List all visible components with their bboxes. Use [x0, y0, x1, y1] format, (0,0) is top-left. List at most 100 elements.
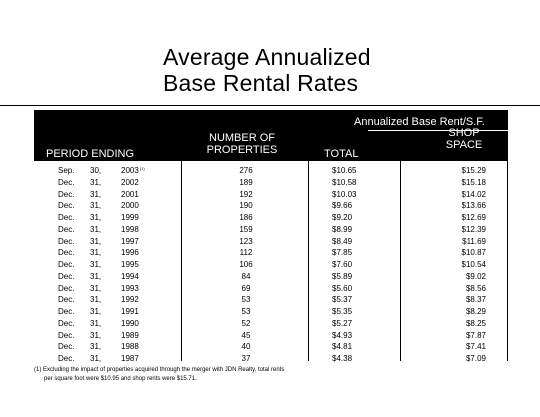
- period-month: Dec.: [58, 330, 74, 342]
- header-shop-line-1: SHOP: [448, 127, 480, 139]
- period-year-text: 2003: [121, 166, 139, 175]
- period-year-text: 2000: [121, 201, 139, 211]
- total-rent: $7.60: [332, 259, 372, 271]
- period-year: 2000: [121, 200, 139, 212]
- period-year: 1987: [121, 353, 139, 365]
- total-rent: $10.58: [332, 177, 372, 189]
- period-year-text: 1988: [121, 342, 139, 352]
- number-of-properties: 37: [231, 353, 261, 365]
- table-row: Dec. 31, 1988 40 $4.81 $7.41: [34, 341, 508, 353]
- shop-space-rent: $12.39: [448, 224, 486, 236]
- period-day-text: 31,: [90, 283, 102, 293]
- total-rent-text: $5.37: [332, 295, 353, 305]
- total-rent-text: $7.60: [332, 260, 353, 269]
- total-rent-text: $5.35: [332, 307, 353, 316]
- period-month-text: Dec.: [58, 248, 75, 258]
- number-of-properties-text: 69: [241, 283, 251, 293]
- period-day: 31,: [90, 236, 101, 248]
- period-month-text: Sep.: [58, 166, 75, 175]
- shop-space-rent-text: $7.41: [465, 342, 486, 352]
- shop-space-rent-text: $15.29: [461, 166, 486, 175]
- column-divider: [400, 161, 401, 361]
- period-year-text: 1993: [121, 283, 139, 293]
- period-year-text: 1997: [121, 236, 139, 246]
- shop-space-rent: $10.87: [448, 247, 486, 259]
- number-of-properties-text: 40: [241, 342, 251, 352]
- number-of-properties-text: 276: [239, 166, 253, 175]
- total-rent: $8.49: [332, 236, 372, 248]
- number-of-properties: 106: [231, 259, 261, 271]
- period-day-text: 31,: [90, 213, 102, 222]
- shop-space-rent: $7.09: [448, 353, 486, 365]
- period-month: Dec.: [58, 294, 74, 306]
- header-num-line-2: PROPERTIES: [206, 144, 278, 156]
- period-year: 1997: [121, 236, 139, 248]
- number-of-properties-text: 190: [239, 201, 253, 211]
- shop-space-rent: $8.56: [448, 283, 486, 295]
- period-day: 31,: [90, 294, 101, 306]
- shop-space-rent-text: $13.66: [461, 201, 486, 211]
- shop-space-rent-text: $8.25: [465, 318, 486, 328]
- period-day-text: 31,: [90, 330, 102, 340]
- total-rent: $10.65: [332, 165, 372, 177]
- table-row: Dec. 31, 1997 123 $8.49 $11.69: [34, 236, 508, 248]
- period-day-text: 31,: [90, 307, 102, 316]
- total-rent: $10.03: [332, 189, 372, 201]
- number-of-properties: 69: [231, 283, 261, 295]
- period-year: 1993: [121, 283, 139, 295]
- table-header: Annualized Base Rent/S.F. SHOP SPACE NUM…: [34, 110, 508, 161]
- footnote: (1) Excluding the impact of properties a…: [34, 366, 284, 384]
- total-rent: $5.35: [332, 306, 372, 318]
- period-year: 1989: [121, 330, 139, 342]
- period-month: Dec.: [58, 341, 74, 353]
- title-line-2: Base Rental Rates: [163, 70, 359, 96]
- period-day: 31,: [90, 306, 101, 318]
- period-year-text: 1999: [121, 213, 139, 222]
- period-year: 1995: [121, 259, 139, 271]
- period-day-text: 31,: [90, 260, 102, 269]
- total-rent-text: $5.89: [332, 271, 353, 281]
- number-of-properties: 52: [231, 318, 261, 330]
- period-year-text: 1992: [121, 295, 139, 305]
- total-rent-text: $10.03: [332, 189, 357, 199]
- number-of-properties: 40: [231, 341, 261, 353]
- total-rent: $5.89: [332, 271, 372, 283]
- period-year: 1990: [121, 318, 139, 330]
- total-rent-text: $8.99: [332, 224, 353, 234]
- period-day: 30,: [90, 165, 101, 177]
- period-month: Dec.: [58, 283, 74, 295]
- period-year: 2001: [121, 189, 139, 201]
- period-day-text: 31,: [90, 342, 102, 352]
- number-of-properties-text: 159: [239, 224, 253, 234]
- shop-space-rent: $7.87: [448, 330, 486, 342]
- shop-space-rent-text: $10.54: [461, 260, 486, 269]
- period-day: 31,: [90, 189, 101, 201]
- number-of-properties-text: 123: [239, 236, 253, 246]
- table-row: Dec. 31, 1993 69 $5.60 $8.56: [34, 283, 508, 295]
- period-day-text: 30,: [90, 166, 102, 175]
- number-of-properties-text: 45: [241, 330, 251, 340]
- rent-table: Sep. 30, 2003(1) 276 $10.65 $15.29 Dec. 31, 2002…: [34, 161, 508, 363]
- table-row: Sep. 30, 2003(1) 276 $10.65 $15.29: [34, 165, 508, 177]
- period-month-text: Dec.: [58, 307, 75, 316]
- number-of-properties-text: 52: [241, 318, 251, 328]
- period-year: 1988: [121, 341, 139, 353]
- shop-space-rent: $9.02: [448, 271, 486, 283]
- period-day: 31,: [90, 177, 101, 189]
- header-num-line-1: NUMBER OF: [209, 132, 275, 144]
- period-month-text: Dec.: [58, 177, 75, 187]
- total-rent-text: $9.66: [332, 201, 353, 211]
- number-of-properties: 123: [231, 236, 261, 248]
- period-year: 2002: [121, 177, 139, 189]
- total-rent-text: $10.58: [332, 177, 357, 187]
- table-row: Dec. 31, 1998 159 $8.99 $12.39: [34, 224, 508, 236]
- total-rent-text: $8.49: [332, 236, 353, 246]
- number-of-properties-text: 112: [239, 248, 253, 258]
- column-divider: [308, 161, 309, 361]
- shop-space-rent: $11.69: [448, 236, 486, 248]
- shop-space-rent-text: $12.39: [461, 224, 486, 234]
- period-year: 1991: [121, 306, 139, 318]
- number-of-properties: 112: [231, 247, 261, 259]
- table-row: Dec. 31, 2002 189 $10.58 $15.18: [34, 177, 508, 189]
- total-rent: $5.37: [332, 294, 372, 306]
